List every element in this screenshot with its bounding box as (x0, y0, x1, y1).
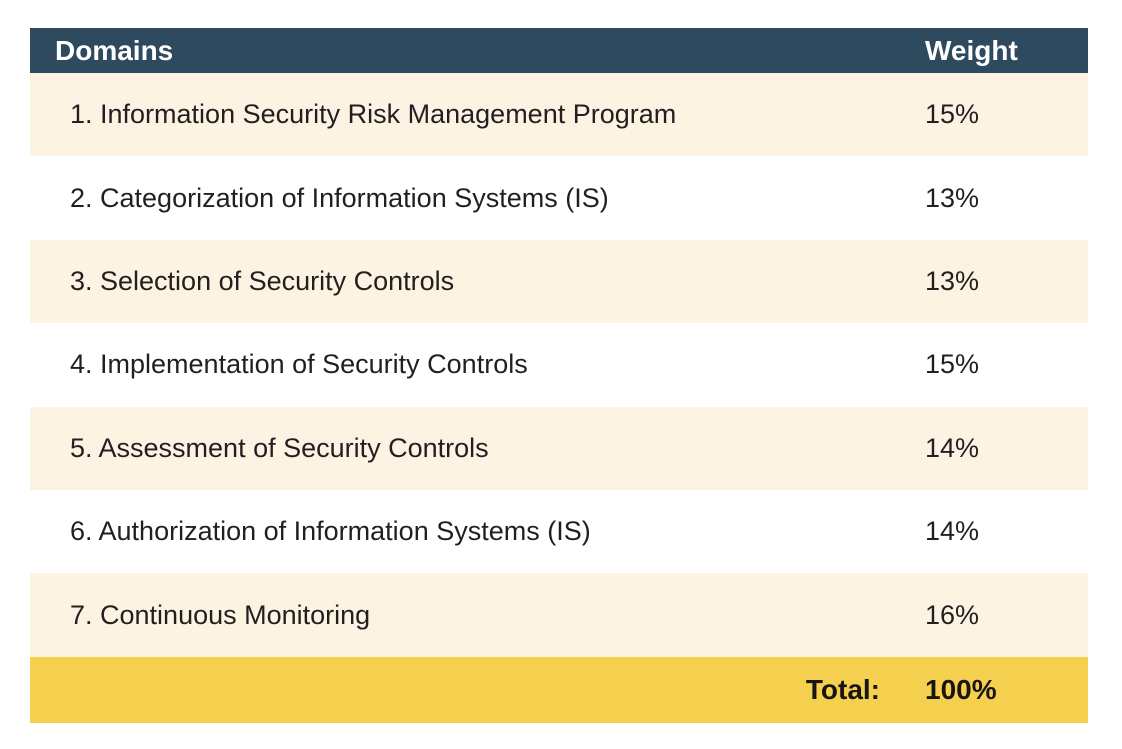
domain-cell: 4. Implementation of Security Controls (70, 349, 528, 380)
table-row: 4. Implementation of Security Controls 15… (30, 323, 1088, 407)
domain-cell: 1. Information Security Risk Management … (70, 99, 677, 130)
column-header-domains: Domains (55, 34, 174, 66)
table-header-row: Domains Weight (30, 28, 1088, 73)
domain-cell: 6. Authorization of Information Systems … (70, 516, 591, 547)
domain-cell: 7. Continuous Monitoring (70, 599, 371, 630)
total-label: Total: (805, 673, 880, 705)
column-header-weight: Weight (925, 34, 1018, 66)
table-row: 2. Categorization of Information Systems… (30, 156, 1088, 240)
table-row: 6. Authorization of Information Systems … (30, 489, 1088, 574)
weight-cell: 15% (925, 99, 980, 130)
total-value: 100% (925, 673, 997, 705)
weight-cell: 14% (925, 516, 980, 547)
table-row: 3. Selection of Security Controls 13% (30, 239, 1088, 324)
weight-cell: 15% (925, 349, 980, 380)
domain-cell: 3. Selection of Security Controls (70, 265, 455, 296)
table-total-row: Total: 100% (30, 656, 1088, 723)
domain-cell: 2. Categorization of Information Systems… (70, 182, 609, 213)
table-body: 1. Information Security Risk Management … (30, 73, 1088, 657)
table-row: 5. Assessment of Security Controls 14% (30, 406, 1088, 490)
table-row: 7. Continuous Monitoring 16% (30, 573, 1088, 657)
weight-cell: 13% (925, 182, 980, 213)
weight-cell: 16% (925, 599, 980, 630)
weight-cell: 14% (925, 432, 980, 463)
table-row: 1. Information Security Risk Management … (30, 73, 1088, 157)
weight-cell: 13% (925, 265, 980, 296)
domain-cell: 5. Assessment of Security Controls (70, 432, 489, 463)
domains-weight-table: Domains Weight 1. Information Security R… (30, 28, 1088, 723)
